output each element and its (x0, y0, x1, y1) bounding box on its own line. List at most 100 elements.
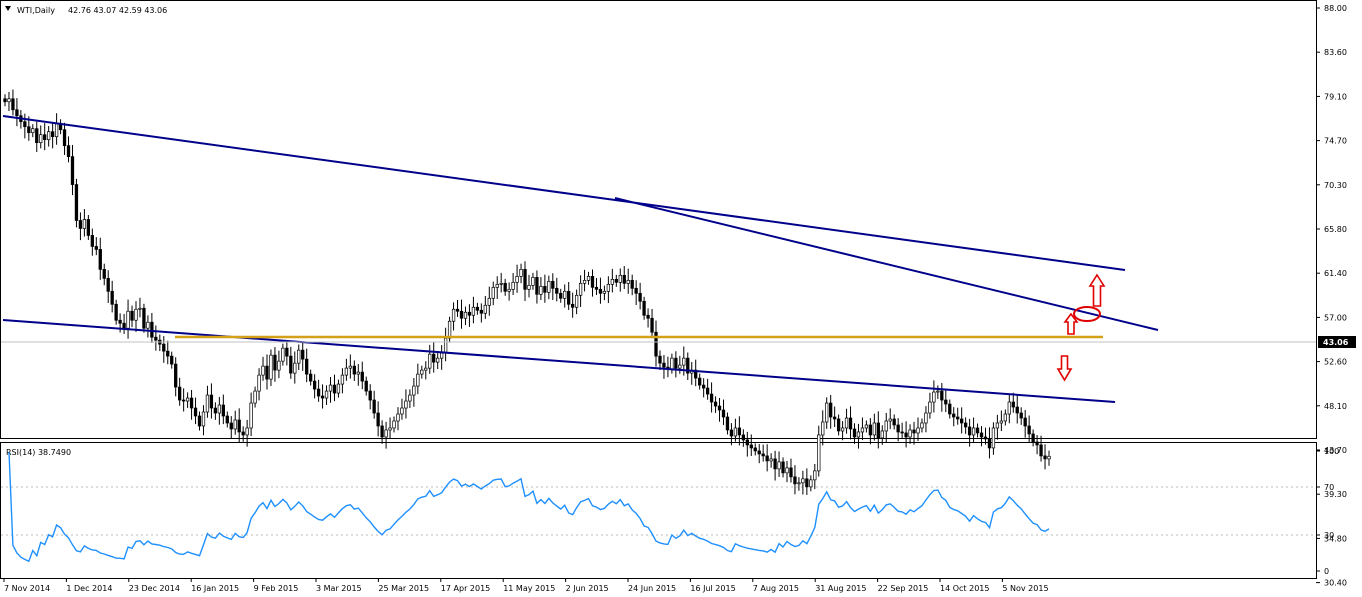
candle-bear (74, 184, 79, 221)
candle-bear (713, 401, 718, 407)
candle-bull (388, 427, 392, 431)
candle-bull (82, 219, 87, 229)
candle-bear (686, 357, 690, 374)
candle-bear (765, 455, 769, 462)
candle-bear (852, 428, 857, 438)
candle-bull (844, 417, 849, 429)
candle-bear (642, 300, 646, 316)
candle-bull (547, 280, 551, 293)
candle-bull (920, 422, 924, 429)
candle-bull (336, 383, 341, 394)
candle-bear (1011, 401, 1015, 408)
candle-bull (563, 290, 567, 299)
candle-bull (888, 418, 892, 422)
candle-bear (674, 357, 678, 369)
candle-bear (90, 235, 94, 247)
candle-bear (1035, 441, 1039, 446)
candle-bear (118, 319, 122, 324)
rsi-header: RSI(14) 38.7490 (6, 448, 71, 457)
candle-bear (705, 387, 710, 395)
chart-header-arrow-icon (5, 6, 11, 11)
rsi-tick-label: 0 (1324, 567, 1329, 576)
candle-bear (741, 434, 745, 441)
candle-bull (809, 479, 813, 488)
candle-bull (785, 467, 789, 474)
candle-bear (316, 388, 321, 397)
candle-bull (281, 347, 285, 362)
x-axis: 7 Nov 2014 1 Dec 2014 23 Dec 2014 16 Jan 20… (3, 578, 1049, 593)
candle-bear (360, 371, 364, 382)
x-tick-label: 17 Apr 2015 (441, 584, 490, 593)
candle-bear (614, 278, 618, 283)
candle-bear (757, 450, 761, 455)
candle-bear (106, 277, 110, 292)
candle-bull (39, 134, 43, 144)
annotations (2, 115, 1159, 403)
candle-bear (646, 314, 650, 319)
candle-bear (15, 109, 19, 117)
candle-bull (277, 360, 281, 371)
candle-bear (717, 405, 722, 411)
candle-bear (543, 285, 547, 293)
candle-bull (511, 281, 515, 290)
x-tick-label: 16 Jul 2015 (690, 584, 735, 593)
candle-bear (979, 432, 984, 438)
candle-bull (249, 402, 253, 429)
candle-bull (54, 123, 59, 138)
candle-bull (483, 304, 487, 314)
x-tick-label: 22 Sep 2015 (878, 584, 929, 593)
candle-bear (102, 269, 106, 279)
candle-bull (991, 427, 996, 449)
candle-bear (789, 467, 793, 478)
candle-bear (241, 431, 245, 436)
candle-bear (829, 402, 833, 418)
rsi-levels (1, 486, 1316, 536)
candle-bear (209, 394, 214, 409)
x-tick-label: 11 May 2015 (503, 584, 555, 593)
candle-bear (1019, 412, 1023, 419)
candle-bear (745, 439, 749, 446)
candle-bull (269, 354, 273, 380)
candle-bear (459, 310, 464, 319)
channel-upper-line (2, 115, 1126, 271)
price-tick-label: 34.80 (1324, 534, 1347, 543)
candle-bear (983, 436, 988, 440)
rsi-tick-label: 100 (1324, 447, 1339, 456)
candle-bull (825, 402, 829, 423)
candle-bull (205, 394, 210, 413)
candle-bear (189, 397, 194, 409)
candle-bear (567, 290, 571, 305)
candle-bear (1039, 444, 1043, 457)
candle-bull (440, 352, 444, 359)
rsi-panel-frame (0, 442, 1317, 579)
candle-bear (229, 422, 233, 430)
candle-bull (626, 279, 630, 284)
candle-bull (606, 283, 611, 292)
candle-bull (817, 434, 821, 472)
chart-header-ohlc: 42.76 43.07 42.59 43.06 (68, 6, 167, 15)
candle-bear (166, 350, 170, 357)
candle-bull (495, 283, 499, 288)
candle-bull (428, 353, 432, 369)
candle-bear (181, 399, 186, 402)
candle-bull (499, 282, 503, 285)
candle-bull (463, 311, 468, 319)
candle-bull (602, 290, 607, 294)
candle-bear (805, 478, 809, 488)
x-tick-label: 14 Oct 2015 (940, 584, 989, 593)
candle-bull (527, 284, 531, 290)
candle-bear (952, 413, 956, 418)
candle-bear (86, 219, 91, 236)
candle-bear (193, 407, 198, 417)
candle-bull (447, 320, 452, 339)
candle-bear (896, 424, 900, 433)
candle-bear (523, 269, 527, 290)
rsi-series (8, 452, 1050, 563)
candle-bull (253, 390, 257, 404)
candle-bear (114, 303, 118, 321)
candle-bear (94, 246, 98, 250)
candle-bear (737, 427, 742, 436)
candle-bull (813, 470, 817, 481)
candle-bear (571, 303, 575, 308)
price-tick-label: 57.00 (1324, 313, 1347, 322)
